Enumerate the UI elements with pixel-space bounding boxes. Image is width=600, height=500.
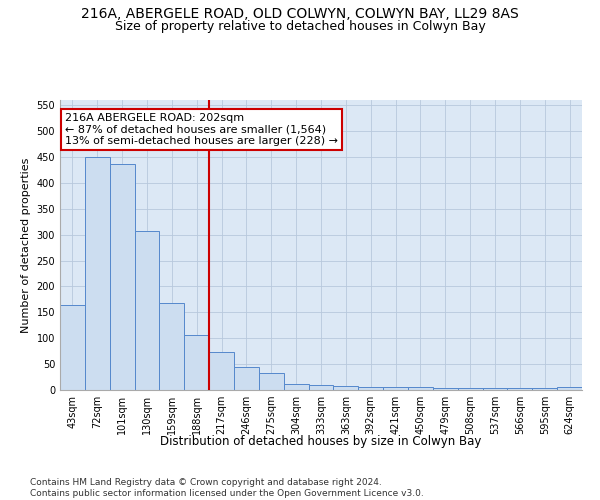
Bar bbox=[383, 388, 408, 390]
Bar bbox=[308, 386, 334, 390]
Bar bbox=[209, 352, 234, 390]
Text: Contains HM Land Registry data © Crown copyright and database right 2024.
Contai: Contains HM Land Registry data © Crown c… bbox=[30, 478, 424, 498]
Bar bbox=[184, 335, 209, 390]
Bar bbox=[532, 388, 557, 390]
Bar bbox=[134, 230, 160, 390]
Bar bbox=[433, 388, 458, 390]
Y-axis label: Number of detached properties: Number of detached properties bbox=[21, 158, 31, 332]
Text: Distribution of detached houses by size in Colwyn Bay: Distribution of detached houses by size … bbox=[160, 435, 482, 448]
Text: Size of property relative to detached houses in Colwyn Bay: Size of property relative to detached ho… bbox=[115, 20, 485, 33]
Bar bbox=[508, 388, 532, 390]
Bar bbox=[85, 157, 110, 390]
Bar bbox=[408, 388, 433, 390]
Bar bbox=[60, 304, 85, 390]
Bar bbox=[482, 388, 508, 390]
Bar bbox=[458, 388, 482, 390]
Bar bbox=[259, 373, 284, 390]
Text: 216A ABERGELE ROAD: 202sqm
← 87% of detached houses are smaller (1,564)
13% of s: 216A ABERGELE ROAD: 202sqm ← 87% of deta… bbox=[65, 113, 338, 146]
Bar bbox=[284, 384, 308, 390]
Bar bbox=[234, 367, 259, 390]
Bar bbox=[557, 388, 582, 390]
Bar bbox=[334, 386, 358, 390]
Bar bbox=[110, 164, 134, 390]
Bar bbox=[160, 303, 184, 390]
Text: 216A, ABERGELE ROAD, OLD COLWYN, COLWYN BAY, LL29 8AS: 216A, ABERGELE ROAD, OLD COLWYN, COLWYN … bbox=[81, 8, 519, 22]
Bar bbox=[358, 388, 383, 390]
